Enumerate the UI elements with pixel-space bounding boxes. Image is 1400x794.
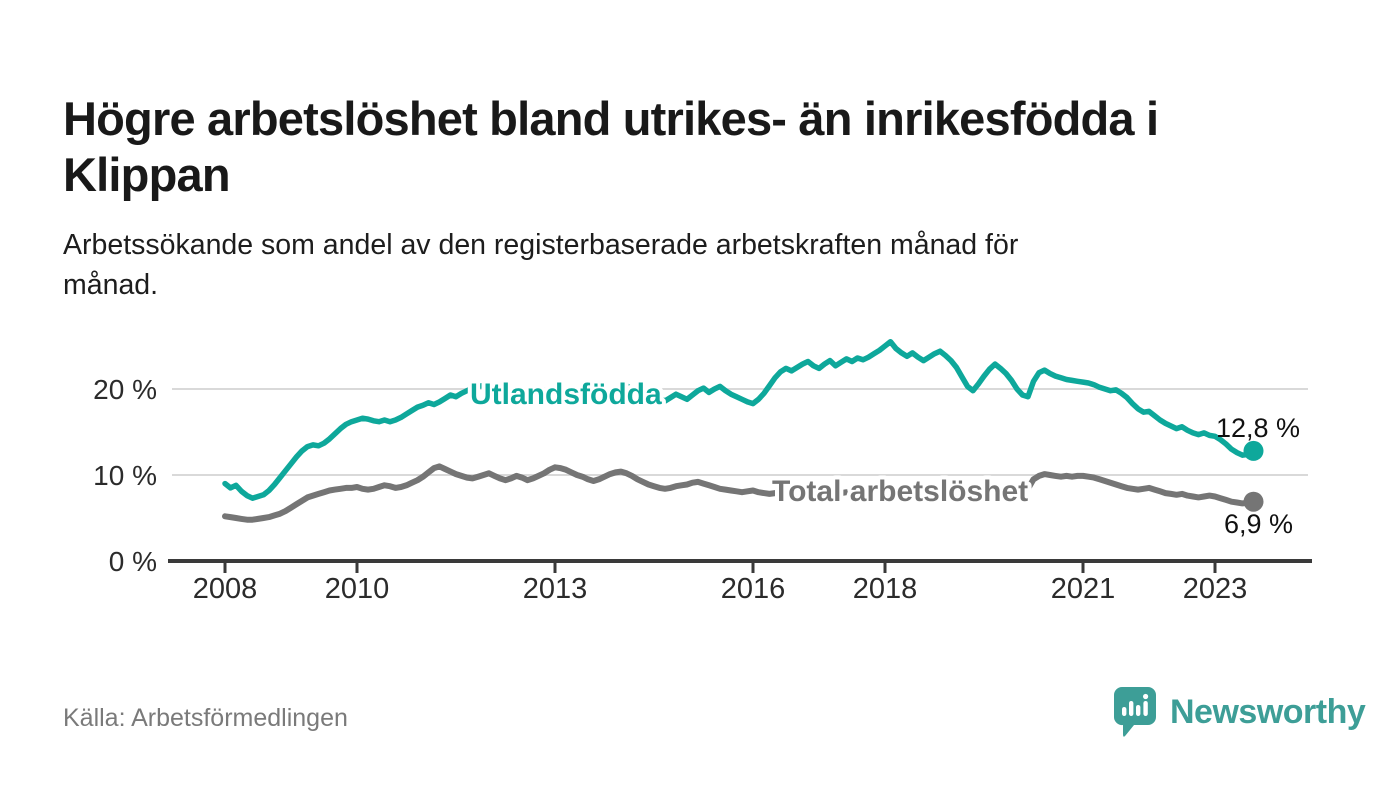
- x-tick-label: 2010: [325, 573, 390, 605]
- x-tick-label: 2018: [853, 573, 918, 605]
- y-tick-label: 20 %: [93, 374, 157, 405]
- series-end-dot: [1243, 491, 1264, 512]
- y-tick-label: 0 %: [109, 546, 157, 577]
- line-chart: 2008 2010 2013 2016 2018 2021 2023 20 % 10 % 0 % U…: [0, 330, 1400, 630]
- x-tick-label: 2021: [1051, 573, 1116, 605]
- x-tick-label: 2008: [193, 573, 258, 605]
- y-tick-label: 10 %: [93, 460, 157, 491]
- x-tick-label: 2013: [523, 573, 588, 605]
- series-label-total: Total arbetslöshet: [772, 475, 1028, 508]
- brand-name: Newsworthy: [1170, 693, 1366, 731]
- x-tick-label: 2023: [1183, 573, 1248, 605]
- page-title-line1: Högre arbetslöshet bland utrikes- än inr…: [63, 92, 1159, 146]
- series-line-total: [222, 463, 1257, 523]
- series-end-value: 6,9 %: [1224, 509, 1293, 539]
- line-chart-canvas: 2008 2010 2013 2016 2018 2021 2023 20 % 10 % 0 % U…: [93, 338, 1312, 605]
- series-label-utlandsfodda: Utlandsfödda: [470, 378, 662, 411]
- page-title-line2: Klippan: [63, 148, 231, 202]
- series-end-dot: [1243, 440, 1264, 461]
- series-line-utlandsfodda: [222, 338, 1257, 501]
- chart-subtitle-line1: Arbetssökande som andel av den registerb…: [63, 228, 1019, 261]
- x-tick-label: 2016: [721, 573, 786, 605]
- page-title: Högre arbetslöshet bland utrikes- än inr…: [63, 91, 1159, 203]
- chart-subtitle-line2: månad.: [63, 268, 159, 301]
- series-end-value: 12,8 %: [1216, 413, 1300, 443]
- source-note: Källa: Arbetsförmedlingen: [63, 704, 348, 732]
- chart-subtitle: Arbetssökande som andel av den registerb…: [63, 225, 1018, 305]
- newsworthy-bubble-icon: [1113, 687, 1156, 737]
- brand-logo: Newsworthy: [1113, 684, 1366, 740]
